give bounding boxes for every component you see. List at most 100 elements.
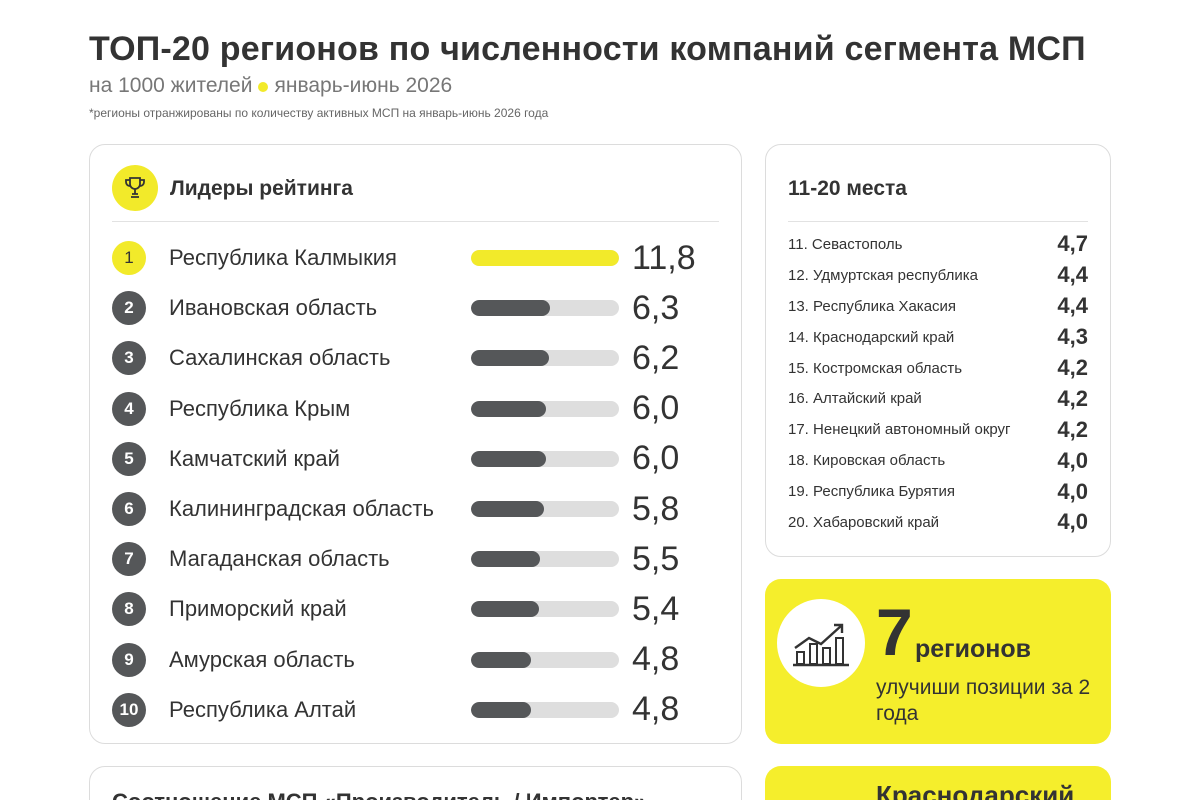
- leader-row: 10 Республика Алтай 4,8: [112, 685, 732, 735]
- value-label: 4,0: [1057, 478, 1088, 504]
- value-label: 6,0: [632, 439, 680, 478]
- region-name: Сахалинская область: [169, 345, 391, 371]
- region-name: 16. Алтайский край: [788, 390, 922, 408]
- leaders-card-header: Лидеры рейтинга: [112, 165, 719, 222]
- rank-badge: 5: [112, 441, 146, 476]
- producer-importer-title: Соотношение МСП «Производитель / Импорте…: [112, 789, 646, 800]
- region-name: Калининградская область: [169, 496, 434, 522]
- region-name: Камчатский край: [169, 445, 340, 471]
- bar-track: [471, 501, 619, 518]
- value-label: 5,5: [632, 539, 680, 578]
- value-label: 6,0: [632, 389, 680, 428]
- bar-track: [471, 450, 619, 467]
- region-name: Ивановская область: [169, 295, 378, 321]
- value-label: 5,4: [632, 589, 680, 628]
- region-name: 15. Костромская область: [788, 359, 963, 377]
- leader-row: 1 Республика Калмыкия 11,8: [112, 233, 732, 283]
- rank-badge: 3: [112, 341, 146, 376]
- rank-badge: 4: [112, 391, 146, 426]
- bar: [471, 501, 544, 518]
- region-name: Магаданская область: [169, 546, 390, 572]
- region-name: Республика Калмыкия: [169, 245, 397, 271]
- value-label: 4,3: [1057, 324, 1088, 350]
- subtitle: на 1000 жителей январь-июнь 2026: [89, 74, 1129, 98]
- bar-track: [471, 350, 619, 367]
- region-name: 17. Ненецкий автономный округ: [788, 421, 1011, 439]
- leaders-card-title: Лидеры рейтинга: [170, 177, 353, 200]
- region-name: 14. Краснодарский край: [788, 328, 955, 346]
- region-name: 19. Республика Бурятия: [788, 483, 955, 501]
- region-name: Приморский край: [169, 596, 347, 622]
- value-label: 5,8: [632, 489, 680, 528]
- bar: [471, 350, 549, 367]
- place-row: 18. Кировская область 4,0: [788, 445, 1088, 476]
- bar: [471, 551, 540, 568]
- bar-track: [471, 651, 619, 668]
- value-label: 6,2: [632, 338, 680, 377]
- subtitle-unit: на 1000 жителей: [89, 74, 253, 97]
- bar-track: [471, 551, 619, 568]
- value-label: 11,8: [632, 238, 696, 277]
- place-row: 12. Удмуртская республика 4,4: [788, 260, 1088, 291]
- place-row: 16. Алтайский край 4,2: [788, 383, 1088, 414]
- bullet-dot-icon: [258, 82, 269, 92]
- places-card-header: 11-20 места: [788, 165, 1088, 222]
- leader-row: 2 Ивановская область 6,3: [112, 283, 732, 333]
- rank-badge: 1: [112, 241, 146, 276]
- region-name: 13. Республика Хакасия: [788, 297, 957, 315]
- value-label: 4,0: [1057, 447, 1088, 473]
- bottom-promo: Краснодарский: [765, 766, 1111, 800]
- place-row: 17. Ненецкий автономный округ 4,2: [788, 414, 1088, 445]
- bar: [471, 300, 550, 317]
- places-card-title: 11-20 места: [788, 177, 907, 200]
- value-label: 4,2: [1057, 385, 1088, 411]
- value-label: 4,7: [1057, 231, 1088, 257]
- value-label: 4,4: [1057, 262, 1088, 288]
- place-row: 13. Республика Хакасия 4,4: [788, 291, 1088, 322]
- bar: [471, 250, 619, 267]
- region-name: Республика Алтай: [169, 696, 357, 722]
- rank-badge: 10: [112, 692, 146, 727]
- regions-improved-promo: 7 регионов улучиши позиции за 2 года: [765, 579, 1111, 744]
- rank-badge: 2: [112, 291, 146, 326]
- leader-row: 3 Сахалинская область 6,2: [112, 333, 732, 383]
- leader-row: 8 Приморский край 5,4: [112, 584, 732, 634]
- promo-number: 7: [876, 595, 913, 669]
- bar-track: [471, 400, 619, 417]
- value-label: 4,2: [1057, 416, 1088, 442]
- subtitle-period: январь-июнь 2026: [274, 74, 453, 97]
- region-name: Амурская область: [169, 646, 355, 672]
- leaders-card: Лидеры рейтинга 1 Республика Калмыкия 11,8…: [89, 144, 742, 744]
- page-title: ТОП-20 регионов по численности компаний …: [89, 30, 1086, 68]
- leaders-list: 1 Республика Калмыкия 11,8 2 Ивановская обла…: [112, 233, 732, 735]
- region-name: 18. Кировская область: [788, 452, 946, 470]
- promo-unit: регионов: [915, 635, 1031, 663]
- rank-badge: 6: [112, 492, 146, 527]
- leader-row: 5 Камчатский край 6,0: [112, 434, 732, 484]
- leader-row: 7 Магаданская область 5,5: [112, 534, 732, 584]
- value-label: 6,3: [632, 288, 680, 327]
- rank-badge: 9: [112, 642, 146, 677]
- place-row: 11. Севастополь 4,7: [788, 229, 1088, 260]
- header: ТОП-20 регионов по численности компаний …: [89, 28, 1129, 120]
- places-list: 11. Севастополь 4,7 12. Удмуртская республ…: [788, 229, 1088, 538]
- region-name: 12. Удмуртская республика: [788, 266, 978, 284]
- bar-track: [471, 601, 619, 618]
- producer-importer-card: Соотношение МСП «Производитель / Импорте…: [89, 766, 742, 800]
- growth-chart-icon: [777, 599, 865, 687]
- leader-row: 6 Калининградская область 5,8: [112, 484, 732, 534]
- region-name: 20. Хабаровский край: [788, 513, 940, 531]
- value-label: 4,8: [632, 690, 680, 729]
- bar: [471, 701, 531, 718]
- bar-track: [471, 250, 619, 267]
- leader-row: 4 Республика Крым 6,0: [112, 384, 732, 434]
- footnote: *регионы отранжированы по количеству акт…: [89, 106, 549, 120]
- bottom-promo-text: Краснодарский: [876, 780, 1075, 800]
- rank-badge: 8: [112, 592, 146, 627]
- bar: [471, 601, 539, 618]
- leader-row: 9 Амурская область 4,8: [112, 635, 732, 685]
- bar: [471, 651, 531, 668]
- place-row: 14. Краснодарский край 4,3: [788, 322, 1088, 353]
- bar: [471, 400, 546, 417]
- rank-badge: 7: [112, 542, 146, 577]
